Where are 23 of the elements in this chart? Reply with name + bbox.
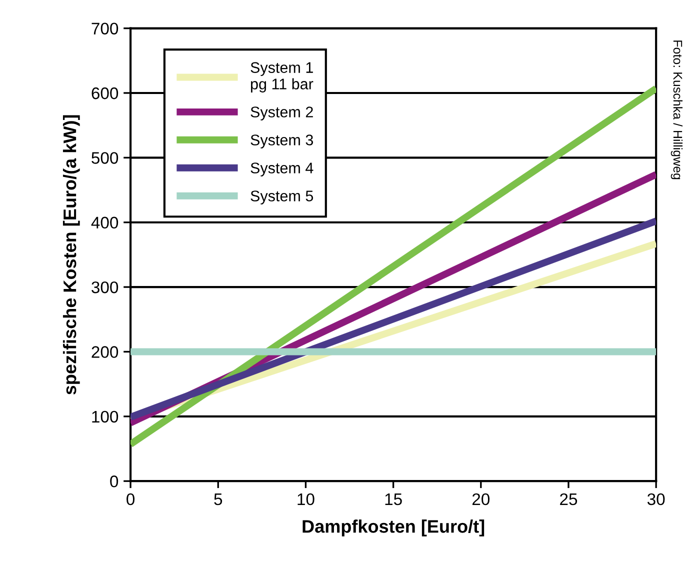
y-tick-label: 700	[92, 22, 118, 35]
legend-label: System 3	[250, 134, 314, 148]
x-tick-label: 30	[647, 493, 665, 506]
y-axis-title: spezifische Kosten [Euro/(a kW)]	[62, 115, 80, 395]
y-tick-label: 400	[91, 216, 118, 229]
x-tick-label: 25	[560, 493, 578, 506]
legend-label: System 5	[250, 190, 314, 204]
x-tick-label: 10	[298, 493, 314, 506]
y-tick-label: 500	[92, 152, 118, 164]
legend-label: System 4	[250, 162, 314, 176]
legend-label: System 1 pg 11 bar	[250, 62, 314, 92]
x-axis-title: Dampfkosten [Euro/t]	[302, 520, 484, 536]
text: Foto: Kuschka / Hilligweg	[670, 40, 683, 180]
x-tick-label: 15	[385, 494, 402, 506]
y-tick-label: 100	[92, 410, 118, 423]
y-tick-label: 300	[92, 281, 118, 294]
y-tick-label: 200	[92, 346, 118, 358]
legend-label: System 2	[250, 106, 313, 120]
x-tick-label: 0	[126, 493, 135, 506]
x-tick-label: 5	[214, 494, 222, 506]
y-tick-label: 600	[92, 87, 118, 100]
x-tick-label: 20	[472, 493, 490, 506]
y-tick-label: 0	[110, 476, 118, 488]
